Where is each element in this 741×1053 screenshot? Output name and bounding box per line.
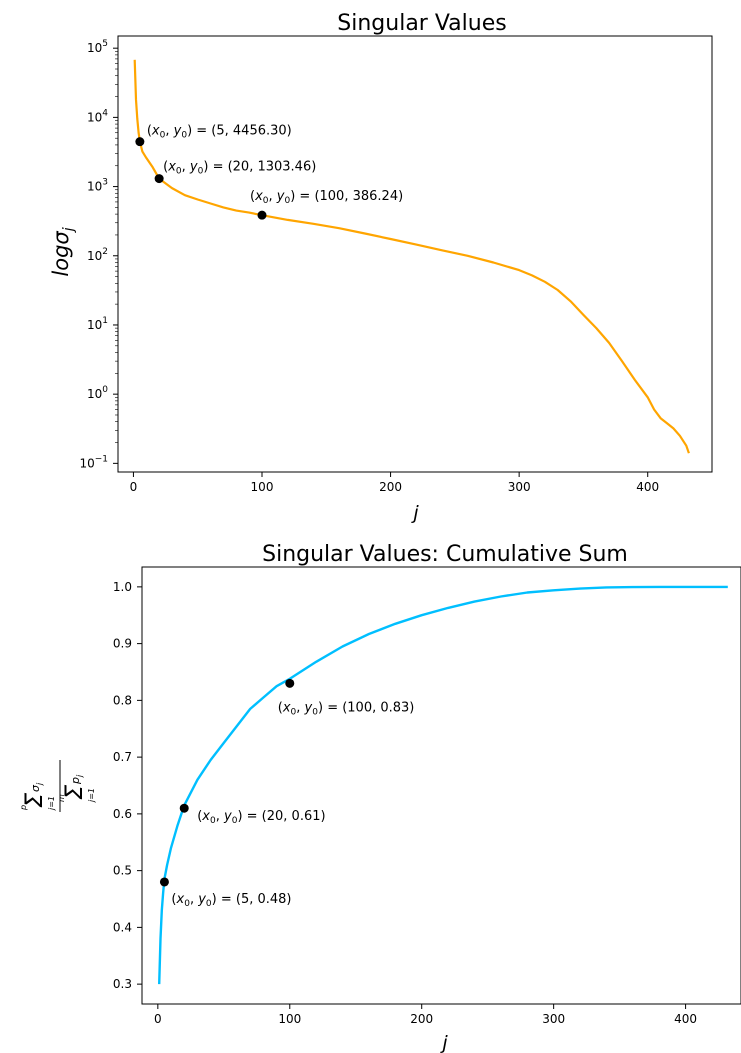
chart1-ytick-label: 100: [87, 385, 108, 401]
chart1-xtick-label: 300: [508, 480, 531, 494]
singular-values-chart: Singular Values j logσj 0 100 200 300 400 105…: [49, 11, 713, 524]
chart2-xtick-label: 200: [410, 1012, 433, 1026]
chart1-ytick-label: 10−1: [79, 454, 108, 470]
chart2-xlabel: j: [439, 1032, 448, 1053]
chart2-ytick-label: 0.4: [113, 920, 132, 934]
chart1-xtick-label: 100: [251, 480, 274, 494]
svg-text:Σ: Σ: [20, 792, 48, 808]
chart1-frame: [117, 35, 713, 473]
chart2-ytick-label: 0.5: [113, 864, 132, 878]
svg-text:j=1: j=1: [87, 788, 96, 803]
chart1-point-label: (x0, y0) = (20, 1303.46): [163, 160, 316, 177]
chart2-point-label: (x0, y0) = (5, 0.48): [171, 892, 291, 909]
svg-text:Σ: Σ: [60, 784, 88, 800]
chart2-xtick-label: 300: [542, 1012, 565, 1026]
chart2-ytick-label: 1.0: [113, 580, 132, 594]
chart1-xtick-label: 400: [636, 480, 659, 494]
chart1-annotated-points: (x0, y0) = (5, 4456.30) (x0, y0) = (20, 1…: [135, 124, 403, 220]
chart1-xtick-label: 0: [130, 480, 138, 494]
chart2-ytick-label: 0.6: [113, 807, 132, 821]
chart1-ytick-label: 101: [87, 316, 108, 332]
chart2-ytick-label: 0.3: [113, 977, 132, 991]
chart2-annotated-points: (x0, y0) = (5, 0.48) (x0, y0) = (20, 0.61…: [159, 678, 415, 909]
svg-text:m: m: [57, 794, 66, 802]
chart1-xtick-label: 200: [379, 480, 402, 494]
chart2-point-marker: [285, 678, 295, 688]
cumulative-sum-chart: Singular Values: Cumulative Sum j Σ σj p…: [19, 542, 741, 1053]
chart2-point-label: (x0, y0) = (20, 0.61): [197, 809, 325, 826]
chart1-point-marker: [257, 210, 267, 220]
chart2-ylabel: Σ σj p j=1 Σ pj m j=1: [19, 760, 96, 812]
chart2-point-label: (x0, y0) = (100, 0.83): [278, 700, 415, 717]
chart2-xtick-label: 100: [278, 1012, 301, 1026]
chart1-ticks: 0 100 200 300 400 105 104 103 102 101 100 10−1: [79, 39, 659, 494]
chart2-frame: [141, 566, 741, 1005]
chart1-point-marker: [154, 174, 164, 184]
chart1-xlabel: j: [410, 502, 419, 524]
chart1-point-marker: [135, 137, 145, 147]
chart2-series-line: [158, 585, 728, 985]
chart1-ylabel: logσj: [49, 227, 77, 276]
chart2-point-marker: [179, 803, 189, 813]
svg-text:σj: σj: [29, 782, 44, 792]
chart2-point-marker: [159, 877, 169, 887]
chart1-title: Singular Values: [337, 11, 506, 36]
chart1-ytick-label: 102: [87, 247, 108, 263]
svg-text:j=1: j=1: [47, 796, 56, 811]
chart1-ytick-label: 103: [87, 178, 108, 194]
chart1-series-line: [133, 59, 690, 454]
chart2-ytick-label: 0.8: [113, 693, 132, 707]
svg-text:p: p: [19, 805, 28, 811]
chart2-xtick-label: 400: [674, 1012, 697, 1026]
chart1-point-label: (x0, y0) = (100, 386.24): [250, 189, 403, 206]
svg-text:pj: pj: [69, 774, 84, 785]
chart2-ytick-label: 0.9: [113, 637, 132, 651]
chart2-ytick-label: 0.7: [113, 750, 132, 764]
chart1-point-label: (x0, y0) = (5, 4456.30): [147, 124, 292, 141]
chart2-title: Singular Values: Cumulative Sum: [262, 542, 628, 567]
chart2-ticks: 0 100 200 300 400 1.0 0.9 0.8 0.7 0.6 0.5 0.4 0.3: [113, 580, 697, 1026]
chart2-xtick-label: 0: [154, 1012, 162, 1026]
chart1-ytick-label: 105: [87, 39, 108, 55]
chart1-ytick-label: 104: [87, 108, 108, 124]
